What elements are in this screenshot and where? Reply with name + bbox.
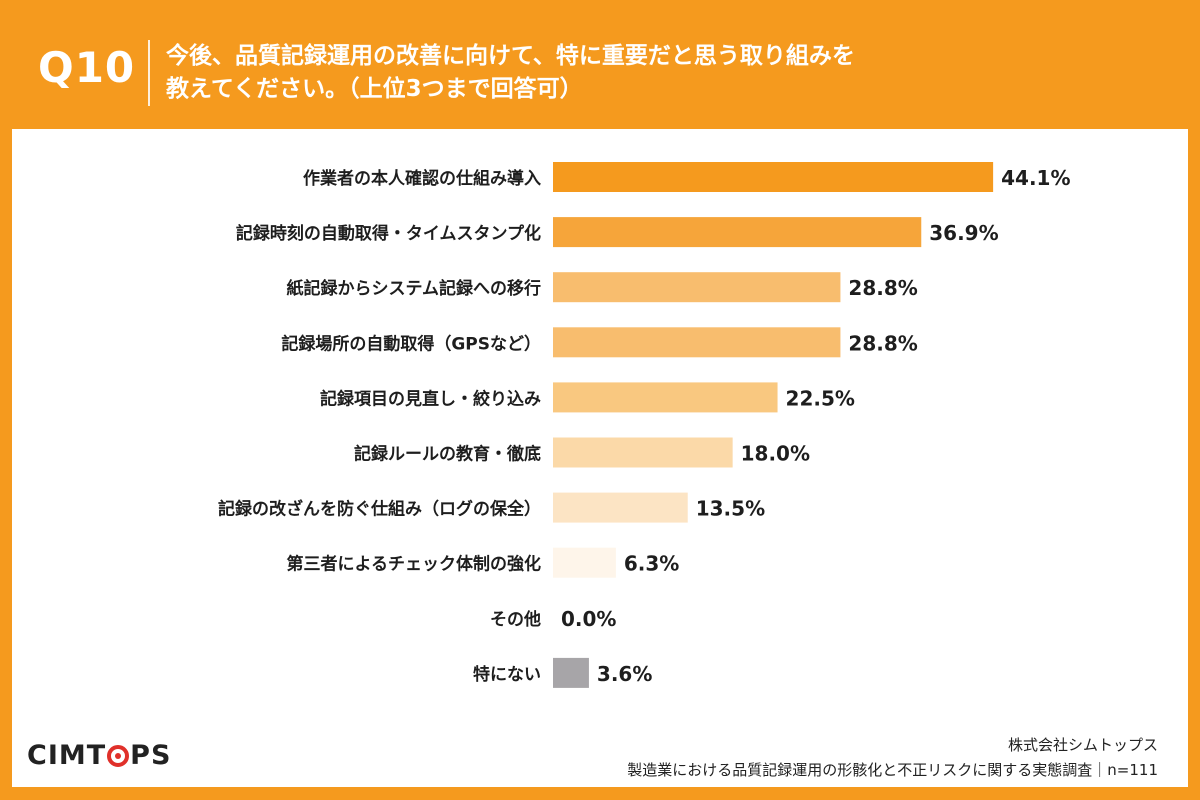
category-label: その他: [490, 609, 541, 630]
category-label: 作業者の本人確認の仕組み導入: [303, 168, 541, 189]
question-line-2: 教えてください。（上位3つまで回答可）: [166, 76, 583, 102]
question-header: Q10 今後、品質記録運用の改善に向けて、特に重要だと思う取り組みを 教えてくだ…: [0, 0, 1200, 122]
bar: [553, 657, 589, 688]
value-label: 13.5%: [696, 497, 765, 521]
footer-survey: 製造業における品質記録運用の形骸化と不正リスクに関する実態調査｜n=111: [627, 761, 1158, 779]
category-label: 記録項目の見直し・絞り込み: [320, 388, 541, 409]
value-label: 22.5%: [786, 386, 855, 410]
bar: [553, 162, 994, 192]
value-label: 36.9%: [929, 221, 998, 245]
bar: [553, 327, 841, 358]
category-label: 記録時刻の自動取得・タイムスタンプ化: [236, 223, 541, 244]
bar: [553, 492, 688, 523]
value-label: 18.0%: [741, 442, 810, 466]
value-label: 44.1%: [1001, 166, 1070, 190]
value-label: 28.8%: [848, 276, 917, 300]
cimtops-logo: CIMT PS: [27, 740, 171, 771]
footer-company: 株式会社シムトップス: [1007, 736, 1158, 754]
category-label: 記録の改ざんを防ぐ仕組み（ログの保全）: [218, 499, 541, 520]
value-label: 0.0%: [561, 607, 616, 631]
category-label: 記録場所の自動取得（GPSなど）: [281, 333, 541, 354]
bar: [553, 547, 616, 578]
value-label: 3.6%: [597, 662, 652, 686]
question-number: Q10: [38, 43, 136, 92]
question-text: 今後、品質記録運用の改善に向けて、特に重要だと思う取り組みを 教えてください。（…: [166, 40, 1066, 106]
bar: [553, 382, 778, 413]
value-label: 6.3%: [624, 552, 679, 576]
bar: [553, 437, 733, 468]
logo-text-start: CIMT: [27, 740, 107, 771]
category-label: 紙記録からシステム記録への移行: [287, 278, 542, 299]
category-label: 特にない: [473, 664, 541, 685]
bar: [553, 272, 841, 303]
logo-target-icon: [107, 744, 130, 767]
category-label: 記録ルールの教育・徹底: [354, 444, 541, 465]
value-label: 28.8%: [848, 331, 917, 355]
question-line-1: 今後、品質記録運用の改善に向けて、特に重要だと思う取り組みを: [166, 43, 855, 69]
header-divider: [148, 40, 150, 106]
logo-text-end: PS: [130, 740, 172, 771]
bar: [553, 217, 922, 248]
category-label: 第三者によるチェック体制の強化: [287, 554, 542, 575]
